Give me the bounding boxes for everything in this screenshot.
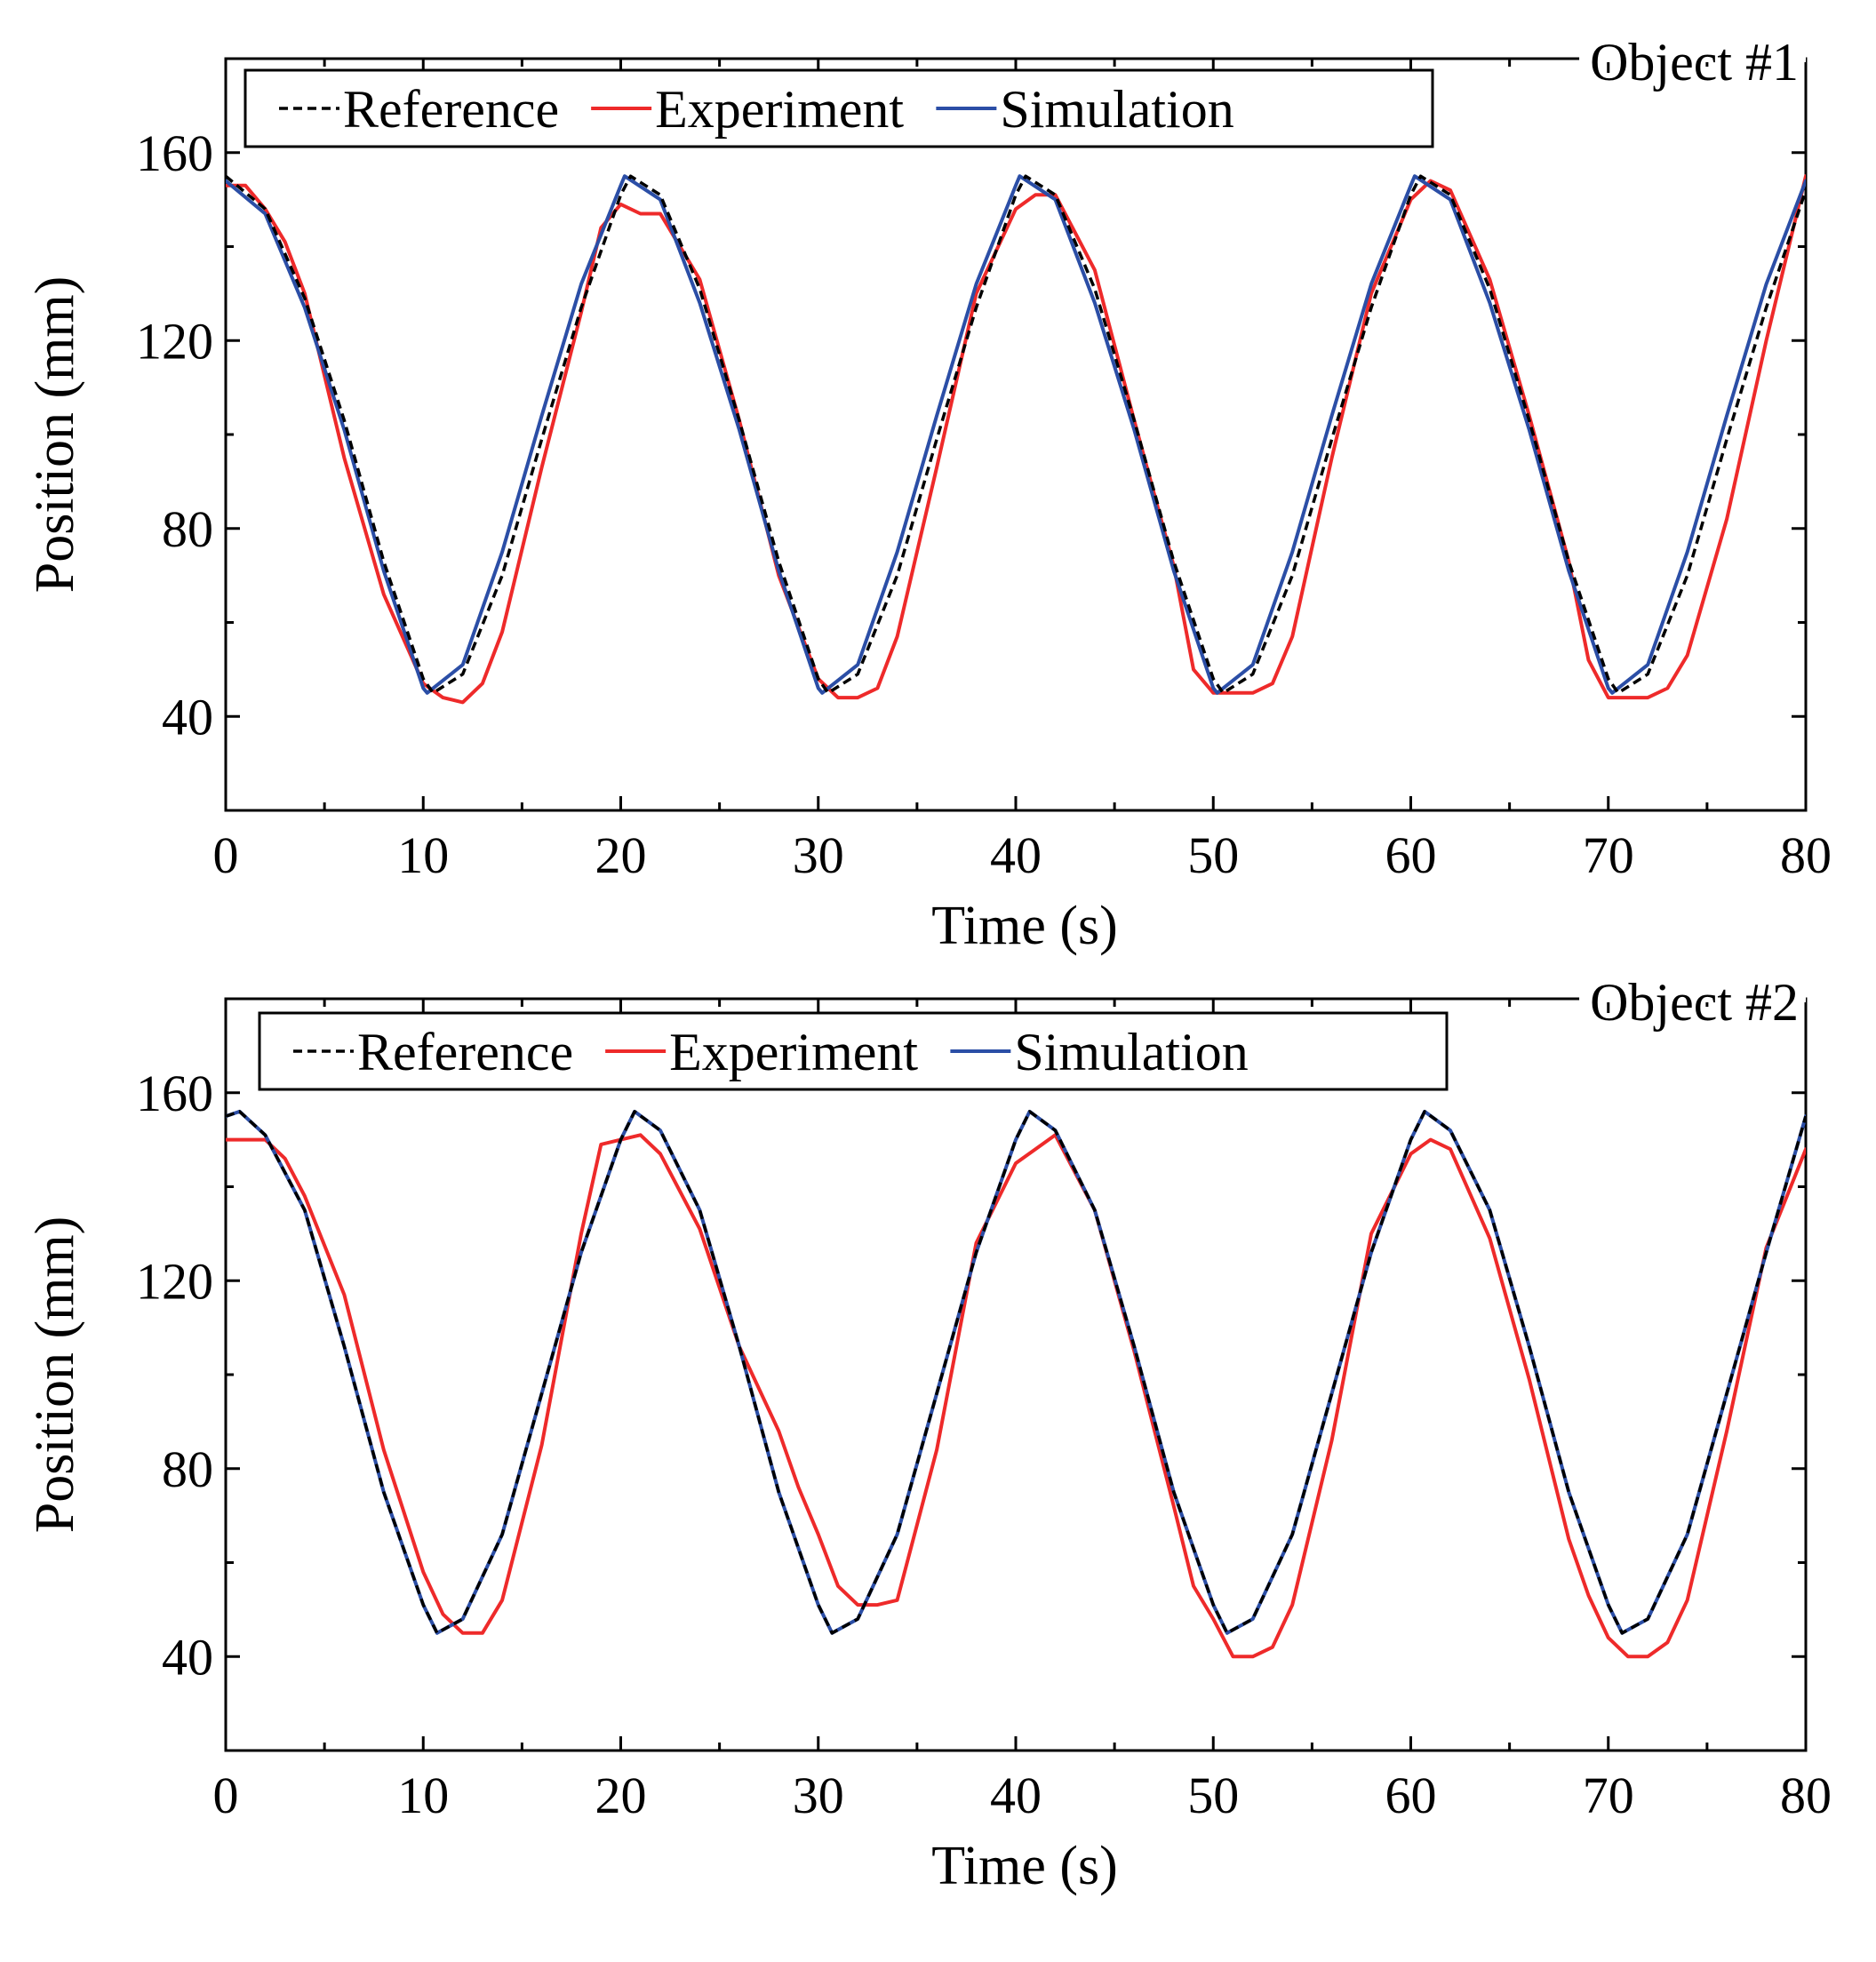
y-tick-label: 40 bbox=[162, 688, 213, 746]
legend-box bbox=[258, 1011, 1449, 1091]
y-tick-label: 120 bbox=[136, 312, 213, 370]
panel-label: Object #1 bbox=[1590, 33, 1799, 92]
y-tick-label: 80 bbox=[162, 500, 213, 558]
panel-label: Object #2 bbox=[1590, 973, 1799, 1032]
panel-label-backing bbox=[1579, 995, 1806, 1002]
plot-frame bbox=[224, 997, 1808, 1752]
series-line-reference bbox=[226, 1110, 1806, 1635]
x-tick-label: 20 bbox=[595, 826, 647, 884]
x-tick-label: 40 bbox=[990, 826, 1042, 884]
x-tick-label: 60 bbox=[1385, 1767, 1437, 1824]
series-line-reference bbox=[226, 174, 1806, 695]
series-line-simulation bbox=[226, 1109, 1806, 1635]
x-tick-label: 40 bbox=[990, 1767, 1042, 1824]
x-tick-label: 70 bbox=[1583, 826, 1634, 884]
series-line-experiment bbox=[226, 174, 1806, 705]
x-tick-label: 30 bbox=[793, 1767, 844, 1824]
x-axis-label: Time (s) bbox=[931, 1836, 1118, 1896]
x-tick-label: 30 bbox=[793, 826, 844, 884]
x-tick-label: 10 bbox=[397, 1767, 449, 1824]
legend-box bbox=[243, 68, 1434, 148]
y-tick-label: 40 bbox=[162, 1628, 213, 1686]
y-tick-label: 80 bbox=[162, 1440, 213, 1498]
series-line-simulation bbox=[226, 174, 1806, 695]
x-axis-label: Time (s) bbox=[931, 896, 1118, 956]
x-tick-label: 0 bbox=[213, 1767, 239, 1824]
y-axis-label: Position (mm) bbox=[25, 1216, 85, 1534]
plot-frame bbox=[224, 57, 1808, 812]
x-tick-label: 60 bbox=[1385, 826, 1437, 884]
y-tick-label: 120 bbox=[136, 1252, 213, 1310]
x-tick-label: 20 bbox=[595, 1767, 647, 1824]
series-group bbox=[226, 174, 1806, 705]
x-tick-label: 80 bbox=[1780, 1767, 1832, 1824]
chart-panel-2: 0 10 20 30 40 50 60 70 80 40 80 120 160 Time (s) Posit… bbox=[25, 973, 1832, 1896]
y-tick-label: 160 bbox=[136, 124, 213, 182]
legend-label-reference: Reference bbox=[357, 1023, 573, 1081]
chart-panel-1: 0 10 20 30 40 50 60 70 80 40 80 120 160 Time (s) Posit… bbox=[25, 33, 1832, 956]
x-tick-label: 50 bbox=[1187, 1767, 1239, 1824]
x-tick-label: 50 bbox=[1187, 826, 1239, 884]
legend-label-experiment: Experiment bbox=[655, 80, 904, 139]
y-axis-label: Position (mm) bbox=[25, 276, 85, 594]
series-line-experiment bbox=[226, 1133, 1806, 1659]
y-tick-label: 160 bbox=[136, 1065, 213, 1122]
x-tick-label: 70 bbox=[1583, 1767, 1634, 1824]
legend-label-simulation: Simulation bbox=[1014, 1023, 1248, 1081]
x-tick-label: 80 bbox=[1780, 826, 1832, 884]
x-tick-label: 10 bbox=[397, 826, 449, 884]
legend: Reference Experiment Simulation bbox=[258, 1011, 1449, 1091]
legend-label-experiment: Experiment bbox=[669, 1023, 918, 1081]
legend: Reference Experiment Simulation bbox=[243, 68, 1434, 148]
legend-label-reference: Reference bbox=[343, 80, 559, 139]
panel-label-backing bbox=[1579, 55, 1806, 62]
legend-label-simulation: Simulation bbox=[1000, 80, 1233, 139]
x-tick-label: 0 bbox=[213, 826, 239, 884]
series-group bbox=[226, 1109, 1806, 1659]
